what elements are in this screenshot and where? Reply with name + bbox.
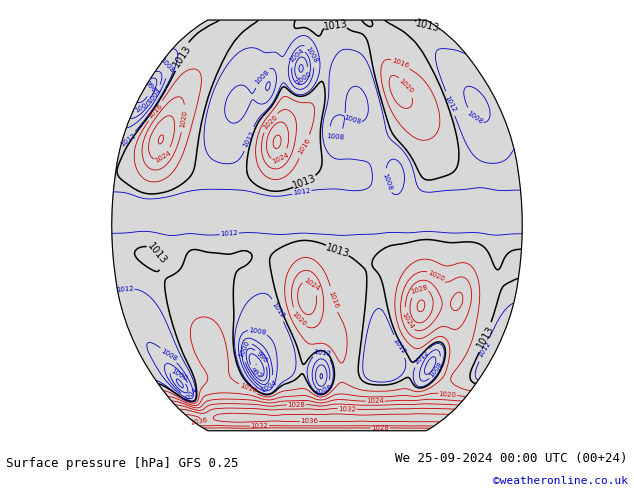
Text: 1004: 1004 xyxy=(146,87,162,105)
Text: 1004: 1004 xyxy=(259,380,278,394)
Text: 1013: 1013 xyxy=(475,324,496,350)
Text: 1024: 1024 xyxy=(400,311,415,330)
PathPatch shape xyxy=(112,20,522,431)
Text: 1008: 1008 xyxy=(304,45,319,64)
Text: 1004: 1004 xyxy=(287,48,305,64)
Text: 1000: 1000 xyxy=(238,339,250,358)
Text: 1028: 1028 xyxy=(288,402,306,408)
Text: 1020: 1020 xyxy=(398,78,415,95)
Text: 1016: 1016 xyxy=(297,137,312,156)
Text: 1020: 1020 xyxy=(439,391,457,398)
Text: 1032: 1032 xyxy=(338,406,356,412)
Text: 1012: 1012 xyxy=(313,349,331,357)
Text: Surface pressure [hPa] GFS 0.25: Surface pressure [hPa] GFS 0.25 xyxy=(6,457,239,469)
Text: 1000: 1000 xyxy=(294,71,312,86)
Text: 1008: 1008 xyxy=(343,114,362,125)
Text: 1008: 1008 xyxy=(160,347,178,362)
Text: 1012: 1012 xyxy=(119,132,137,148)
Text: 1012: 1012 xyxy=(443,94,457,113)
Text: 1013: 1013 xyxy=(292,173,318,191)
Text: 1016: 1016 xyxy=(238,383,257,394)
Text: 992: 992 xyxy=(249,367,263,379)
Text: 1008: 1008 xyxy=(429,360,444,378)
Text: 1020: 1020 xyxy=(290,310,307,327)
Text: 1000: 1000 xyxy=(134,100,152,114)
Text: 1013: 1013 xyxy=(324,243,351,259)
Text: 1008: 1008 xyxy=(326,133,344,141)
Text: 1032: 1032 xyxy=(250,423,269,429)
Text: 1008: 1008 xyxy=(314,383,333,396)
Text: 1016: 1016 xyxy=(328,290,340,309)
Text: 1020: 1020 xyxy=(261,114,278,130)
Text: 1000: 1000 xyxy=(169,368,188,382)
Text: 1024: 1024 xyxy=(302,276,320,292)
Text: 1008: 1008 xyxy=(465,110,484,125)
Text: 1024: 1024 xyxy=(154,149,172,164)
Text: 1028: 1028 xyxy=(410,284,429,294)
Text: 1016: 1016 xyxy=(391,57,410,69)
Text: 1013: 1013 xyxy=(171,44,193,70)
Text: 1012: 1012 xyxy=(242,129,256,148)
Text: 1008: 1008 xyxy=(254,69,270,85)
Text: 1013: 1013 xyxy=(323,19,349,32)
Text: We 25-09-2024 00:00 UTC (00+24): We 25-09-2024 00:00 UTC (00+24) xyxy=(395,452,628,465)
Text: 1020: 1020 xyxy=(179,109,188,128)
Text: 1028: 1028 xyxy=(372,425,389,431)
Text: 1024: 1024 xyxy=(366,398,384,404)
Text: 1012: 1012 xyxy=(477,341,491,359)
Text: 1020: 1020 xyxy=(427,270,446,283)
Text: 1012: 1012 xyxy=(392,337,407,355)
Text: 1036: 1036 xyxy=(190,417,209,426)
Text: 1013: 1013 xyxy=(415,19,441,34)
Text: 1013: 1013 xyxy=(146,241,169,266)
Text: 1008: 1008 xyxy=(158,57,175,74)
Text: 1008: 1008 xyxy=(381,172,392,192)
Text: 1004: 1004 xyxy=(182,387,198,404)
Text: 1012: 1012 xyxy=(116,285,134,293)
Text: 1012: 1012 xyxy=(271,301,286,319)
Text: 1024: 1024 xyxy=(271,152,290,165)
Text: 1036: 1036 xyxy=(301,418,318,425)
Text: ©weatheronline.co.uk: ©weatheronline.co.uk xyxy=(493,476,628,486)
Text: 1012: 1012 xyxy=(220,230,238,238)
Text: 1012: 1012 xyxy=(413,349,430,366)
Text: 1012: 1012 xyxy=(293,188,311,196)
Text: 996: 996 xyxy=(255,350,269,364)
Text: 996: 996 xyxy=(144,79,157,94)
Text: 1016: 1016 xyxy=(147,102,164,119)
Text: 1008: 1008 xyxy=(249,327,267,336)
